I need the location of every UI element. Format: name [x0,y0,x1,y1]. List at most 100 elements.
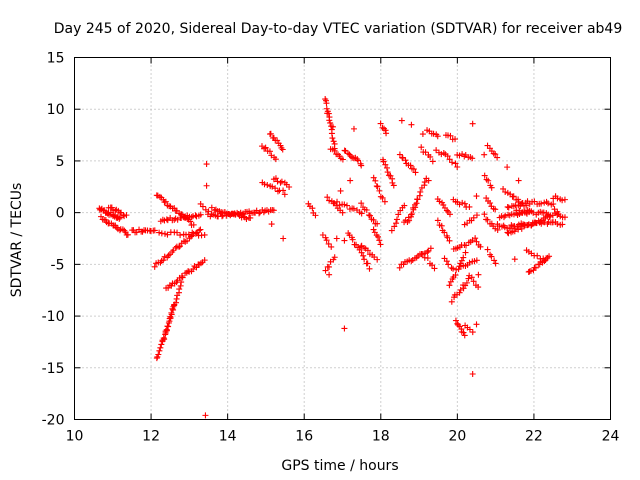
data-point [481,151,488,158]
data-point [358,242,365,249]
data-point [390,182,397,189]
data-point [407,162,414,169]
data-point [330,138,337,145]
data-point [460,254,467,261]
data-point [366,265,373,272]
data-point [531,198,538,205]
data-point [172,244,179,251]
data-point [374,233,381,240]
data-point [197,211,204,218]
data-point [402,157,409,164]
data-point [469,329,476,336]
data-point [208,204,215,211]
y-axis-label: SDTVAR / TECUs [9,183,25,298]
data-point [396,264,403,271]
data-point [436,198,443,205]
data-point [261,181,268,188]
data-point [424,255,431,262]
x-tick-label: 14 [219,429,237,445]
data-point [370,174,377,181]
data-point [407,213,414,220]
data-point [151,263,158,270]
data-point [387,172,394,179]
data-point [452,160,459,167]
data-point [473,212,480,219]
data-point [414,196,421,203]
data-point [179,274,186,281]
y-tick-label: -15 [42,361,65,377]
data-point [164,231,171,238]
data-point [413,200,420,207]
data-point [406,217,413,224]
data-point [350,125,357,132]
data-point [410,166,417,173]
data-point [559,197,566,204]
data-point [396,151,403,158]
data-point [370,226,377,233]
data-point [329,123,336,130]
data-point [473,193,480,200]
data-point [363,207,370,214]
data-point [494,226,501,233]
data-point [365,212,372,219]
data-point [364,247,371,254]
data-point [166,318,173,325]
x-tick-label: 12 [142,429,160,445]
data-point [418,144,425,151]
data-point [326,271,333,278]
data-point [270,134,277,141]
data-point [448,298,455,305]
data-point [475,271,482,278]
data-point [485,177,492,184]
data-point [469,120,476,127]
data-point [203,182,210,189]
x-tick-label: 16 [295,429,313,445]
data-point [463,279,470,286]
data-point [376,237,383,244]
data-point [561,196,568,203]
data-point [384,169,391,176]
data-point [155,351,162,358]
data-point [487,199,494,206]
data-point [108,204,115,211]
data-point [162,198,169,205]
data-point [419,250,426,257]
data-point [417,188,424,195]
data-point [374,220,381,227]
data-point [327,119,334,126]
data-point [445,261,452,268]
data-point [324,194,331,201]
data-point [358,162,365,169]
data-point [425,177,432,184]
data-point [412,169,419,176]
data-point [469,155,476,162]
data-point [534,252,541,259]
data-point [532,264,539,271]
data-point [545,200,552,207]
data-point [434,217,441,224]
data-point [530,209,537,216]
data-point [189,229,196,236]
data-point [446,237,453,244]
data-point [360,252,367,259]
data-point [281,191,288,198]
data-point [187,218,194,225]
data-point [456,152,463,159]
data-point [463,242,470,249]
data-point [160,257,167,264]
data-point [196,227,203,234]
data-point [424,249,431,256]
data-point [395,211,402,218]
x-tick-label: 10 [66,429,84,445]
data-point [201,257,208,264]
data-point [167,315,174,322]
data-point [199,203,206,210]
data-point [349,236,356,243]
data-point [247,214,254,221]
data-point [185,231,192,238]
data-point [322,267,329,274]
data-point [450,265,457,272]
data-point [446,211,453,218]
data-point [176,286,183,293]
